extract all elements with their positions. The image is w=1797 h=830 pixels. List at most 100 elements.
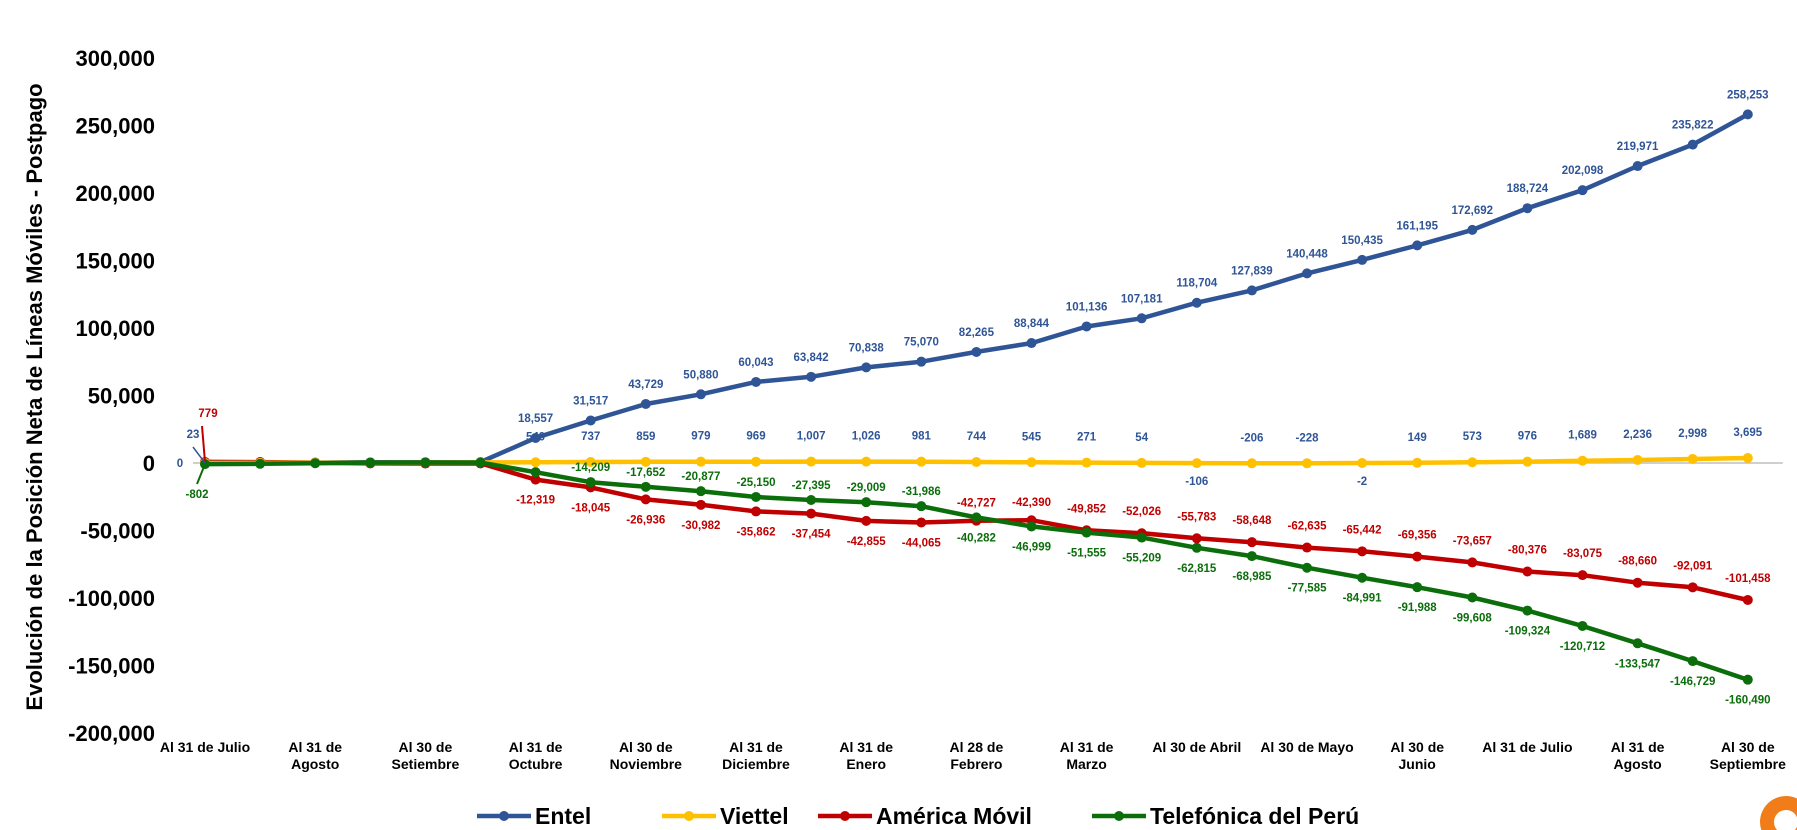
series-point — [916, 356, 927, 367]
leader-line — [201, 425, 206, 463]
data-label: -40,282 — [957, 532, 996, 544]
series-point — [1687, 656, 1698, 667]
series-point — [1191, 297, 1202, 308]
series-point — [1522, 203, 1533, 214]
series-point — [695, 499, 706, 510]
logo-icon — [1760, 796, 1797, 830]
series-point — [1522, 605, 1533, 616]
data-label: 18,557 — [518, 413, 553, 425]
data-label: -31,986 — [902, 486, 941, 498]
series-point — [1577, 570, 1588, 581]
series-point — [1632, 454, 1643, 465]
y-axis-label: Evolución de la Posición Neta de Líneas … — [22, 83, 47, 710]
data-label: -55,783 — [1177, 511, 1216, 523]
data-label: -51,555 — [1067, 548, 1107, 560]
data-label: 75,070 — [904, 337, 939, 349]
series-point — [530, 474, 541, 485]
data-label: -58,648 — [1232, 515, 1272, 527]
series-point — [640, 456, 651, 467]
x-tick-label: Al 31 de — [1060, 739, 1114, 755]
data-label: 976 — [1518, 431, 1537, 443]
data-label: -25,150 — [736, 477, 775, 489]
data-label: 573 — [1463, 431, 1482, 443]
series-point — [971, 346, 982, 357]
series-point — [1577, 185, 1588, 196]
x-tick-label: Al 31 de — [1611, 739, 1665, 755]
series-point — [861, 515, 872, 526]
series-point — [1026, 338, 1037, 349]
series-point — [1302, 542, 1312, 553]
series-point — [695, 456, 706, 467]
data-label: -73,657 — [1453, 535, 1492, 547]
data-label: -77,585 — [1287, 583, 1327, 595]
series-point — [255, 458, 266, 469]
y-tick-label: -50,000 — [80, 519, 155, 544]
legend-marker — [684, 811, 694, 821]
data-label: 219,971 — [1617, 141, 1659, 153]
y-tick-label: -100,000 — [68, 586, 155, 611]
series-point — [751, 506, 761, 517]
x-tick-label: Al 30 de Abril — [1152, 739, 1241, 755]
data-label: 118,704 — [1176, 278, 1218, 290]
data-label: -160,490 — [1725, 695, 1770, 707]
legend-label: Entel — [535, 803, 591, 829]
data-label: 107,181 — [1121, 293, 1163, 305]
series-point — [640, 398, 651, 409]
legend-item: Viettel — [662, 803, 789, 829]
legend-item: Entel — [477, 803, 591, 829]
data-label: -42,855 — [847, 536, 887, 548]
series-point — [420, 457, 431, 468]
data-label: -26,936 — [626, 514, 665, 526]
x-tick-label: Enero — [846, 756, 886, 772]
data-label: -120,712 — [1560, 641, 1605, 653]
data-label: 2,236 — [1623, 429, 1652, 441]
series-point — [1026, 457, 1037, 468]
series-point — [1246, 537, 1257, 548]
series-point — [1412, 582, 1423, 593]
series-point — [1577, 455, 1588, 466]
series-point — [806, 508, 817, 519]
series-point — [1246, 458, 1257, 469]
legend-label: Telefónica del Perú — [1150, 803, 1359, 829]
x-tick-label: Al 30 de — [619, 739, 673, 755]
series-point — [861, 456, 872, 467]
series-point — [806, 456, 817, 467]
data-label: -80,376 — [1508, 545, 1547, 557]
series-point — [1191, 533, 1202, 544]
data-label: -802 — [185, 489, 208, 501]
x-tick-label: Al 30 de Mayo — [1260, 739, 1353, 755]
y-tick-label: 250,000 — [75, 114, 155, 139]
data-label: -49,852 — [1067, 503, 1106, 515]
series-point — [1687, 582, 1698, 593]
data-label: 63,842 — [794, 352, 829, 364]
data-label: -106 — [1185, 476, 1208, 488]
y-tick-label: 300,000 — [75, 46, 155, 71]
series-point — [1632, 161, 1643, 172]
series-point — [1412, 240, 1423, 251]
series-point — [1467, 457, 1478, 468]
data-label: 1,026 — [852, 431, 881, 443]
x-tick-label: Al 31 de — [509, 739, 563, 755]
data-label: -35,862 — [736, 526, 775, 538]
data-label: -109,324 — [1505, 626, 1551, 638]
series-point — [640, 494, 651, 505]
legend-item: Telefónica del Perú — [1092, 803, 1359, 829]
series-point — [1302, 268, 1312, 279]
series-point — [1467, 557, 1478, 568]
data-label: 188,724 — [1507, 183, 1549, 195]
data-label: 3,695 — [1733, 427, 1762, 439]
series-point — [585, 477, 596, 488]
series-point — [1357, 546, 1368, 557]
data-label: 23 — [187, 429, 200, 441]
x-tick-label: Al 31 de — [288, 739, 342, 755]
x-tick-label: Al 30 de — [1390, 739, 1444, 755]
data-label: -65,442 — [1343, 524, 1382, 536]
series-point — [861, 362, 872, 373]
x-tick-label: Junio — [1399, 756, 1436, 772]
data-label: -18,045 — [571, 502, 611, 514]
data-label: -88,660 — [1618, 556, 1657, 568]
data-label: -42,390 — [1012, 497, 1051, 509]
data-label: 779 — [198, 408, 217, 420]
data-label: 258,253 — [1727, 89, 1769, 101]
